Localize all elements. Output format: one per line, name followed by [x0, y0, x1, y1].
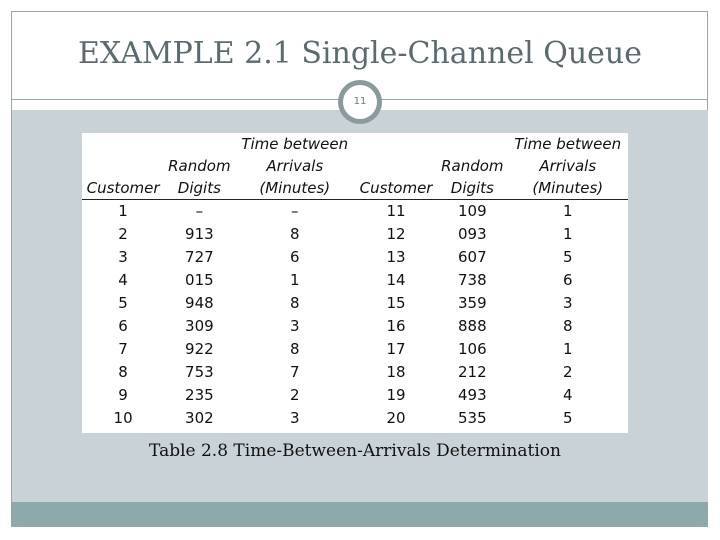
header-cell	[82, 133, 164, 155]
table-cell: 913	[185, 225, 214, 243]
header-row-3: Customer Digits (Minutes) Customer Digit…	[82, 177, 628, 200]
header-cell: (Minutes)	[507, 177, 628, 200]
header-row-2: Random Arrivals Random Arrivals	[82, 155, 628, 177]
table-cell: 3	[289, 409, 300, 427]
header-cell: Random	[441, 157, 504, 175]
table-row: 3 727 6 13 607 5	[82, 246, 628, 269]
table-cell: 1	[118, 202, 128, 220]
table-cell: 1	[289, 271, 300, 289]
table-cell: 1	[562, 202, 573, 220]
header-cell: Arrivals	[266, 157, 324, 175]
table-cell: 015	[185, 271, 214, 289]
table-cell: 19	[386, 386, 406, 404]
table-cell: 4	[118, 271, 128, 289]
table-cell: –	[195, 202, 204, 220]
table-cell: 7	[118, 340, 128, 358]
table-cell: 9	[118, 386, 128, 404]
table-cell: 8	[289, 340, 300, 358]
table-cell: 4	[562, 386, 573, 404]
header-cell: Customer	[82, 177, 165, 200]
table-cell: 14	[386, 271, 406, 289]
header-cell	[437, 133, 507, 155]
table-cell: 11	[386, 202, 406, 220]
table-cell: 109	[458, 202, 487, 220]
table-cell: 3	[118, 248, 128, 266]
table-cell: 16	[386, 317, 406, 335]
table-cell: 18	[386, 363, 406, 381]
table-row: 8 753 7 18 212 2	[82, 361, 628, 384]
table-cell: 8	[289, 294, 300, 312]
table-cell: 5	[562, 248, 573, 266]
header-row-1: Time between Time between	[82, 133, 628, 155]
table-row: 1 – – 11 109 1	[82, 200, 628, 224]
table-cell: 493	[458, 386, 487, 404]
arrivals-table: Time between Time between Random Arrival…	[82, 133, 628, 430]
table-cell: 3	[562, 294, 573, 312]
table-cell: 6	[562, 271, 573, 289]
table-cell: 5	[562, 409, 573, 427]
footer-bar	[12, 502, 708, 526]
table-cell: 093	[458, 225, 487, 243]
table-cell: 2	[289, 386, 300, 404]
header-cell: Time between	[514, 135, 622, 153]
header-cell	[82, 155, 164, 177]
table-body: 1– –11 109 1 2 913 8 12 093 1 3 727 6 13 607 5 4 015 1 14 73…	[82, 200, 628, 431]
table-cell: 2	[562, 363, 573, 381]
arrivals-table-image: Time between Time between Random Arrival…	[82, 133, 628, 433]
header-cell: Arrivals	[539, 157, 597, 175]
table-cell: 15	[386, 294, 406, 312]
table-cell: 20	[386, 409, 406, 427]
table-cell: 17	[386, 340, 406, 358]
table-cell: 12	[386, 225, 406, 243]
table-cell: 888	[458, 317, 487, 335]
slide-title: EXAMPLE 2.1 Single-Channel Queue	[78, 36, 642, 71]
table-row: 4 015 1 14 738 6	[82, 269, 628, 292]
table-cell: 535	[458, 409, 487, 427]
table-cell: 13	[386, 248, 406, 266]
table-cell: 738	[458, 271, 487, 289]
table-row: 10 302 3 20 535 5	[82, 407, 628, 430]
table-cell: 302	[185, 409, 214, 427]
header-cell: (Minutes)	[234, 177, 355, 200]
table-cell: 607	[458, 248, 487, 266]
table-row: 2 913 8 12 093 1	[82, 223, 628, 246]
table-cell: 359	[458, 294, 487, 312]
table-cell: 5	[118, 294, 128, 312]
table-cell: 7	[289, 363, 300, 381]
table-cell: –	[291, 202, 299, 220]
table-cell: 6	[289, 248, 300, 266]
table-cell: 753	[185, 363, 214, 381]
table-cell: 309	[185, 317, 214, 335]
header-cell	[164, 133, 234, 155]
table-cell: 8	[289, 225, 300, 243]
header-cell: Digits	[437, 177, 508, 200]
table-cell: 106	[458, 340, 487, 358]
table-row: 7 922 8 17 106 1	[82, 338, 628, 361]
table-cell: 2	[118, 225, 128, 243]
header-cell: Customer	[354, 177, 438, 200]
table-cell: 8	[562, 317, 573, 335]
table-cell: 8	[118, 363, 128, 381]
table-cell: 1	[562, 225, 573, 243]
table-cell: 10	[113, 409, 133, 427]
table-cell: 6	[118, 317, 128, 335]
header-cell	[355, 155, 437, 177]
header-cell: Random	[168, 157, 231, 175]
table-cell: 235	[185, 386, 214, 404]
header-cell	[355, 133, 437, 155]
table-cell: 948	[185, 294, 214, 312]
table-row: 5 948 8 15 359 3	[82, 292, 628, 315]
table-cell: 1	[562, 340, 573, 358]
table-cell: 922	[185, 340, 214, 358]
page-number: 11	[343, 85, 377, 119]
table-row: 9 235 2 19 493 4	[82, 384, 628, 407]
table-caption: Table 2.8 Time-Between-Arrivals Determin…	[149, 441, 561, 461]
table-cell: 3	[289, 317, 300, 335]
header-cell: Time between	[241, 135, 349, 153]
table-row: 6 309 3 16 888 8	[82, 315, 628, 338]
header-cell: Digits	[164, 177, 235, 200]
table-cell: 212	[458, 363, 487, 381]
table-cell: 727	[185, 248, 214, 266]
